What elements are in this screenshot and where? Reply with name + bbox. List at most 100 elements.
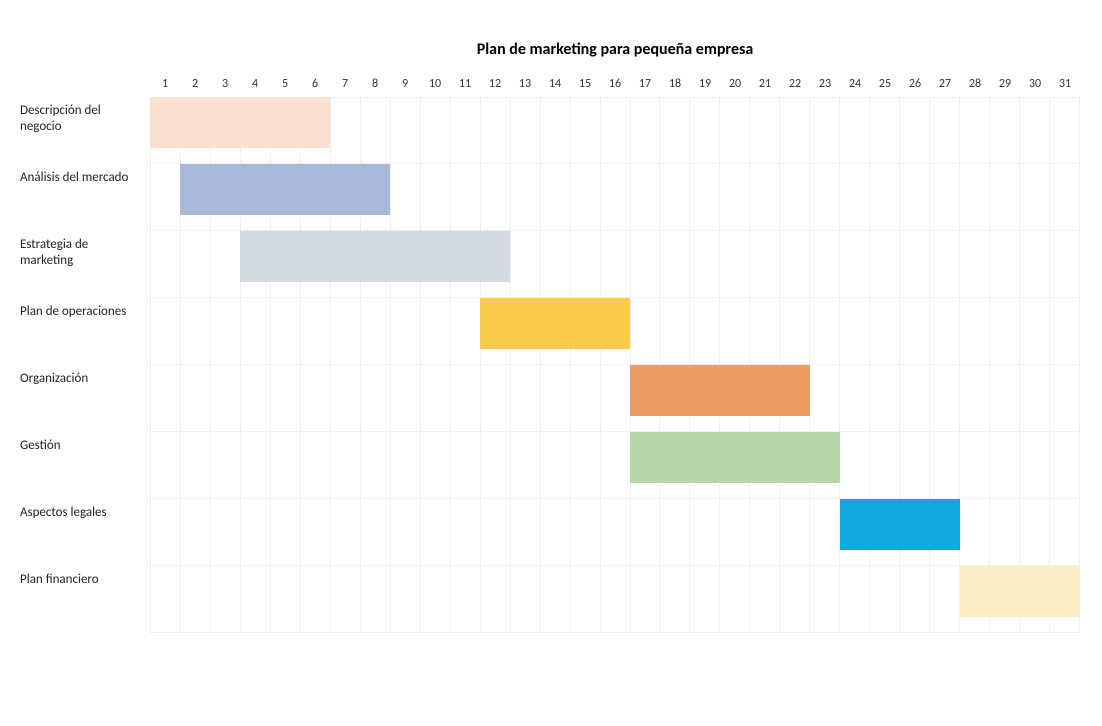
- day-label: 19: [690, 77, 720, 91]
- grid-cell: [780, 499, 810, 566]
- task-bar: [630, 432, 840, 483]
- grid-cell: [750, 298, 780, 365]
- grid-cell: [720, 298, 750, 365]
- grid-cell: [810, 365, 840, 432]
- grid-cell: [1020, 97, 1050, 164]
- grid-cell: [181, 298, 211, 365]
- task-bar: [150, 97, 330, 148]
- grid-cell: [301, 298, 331, 365]
- grid-cell: [750, 499, 780, 566]
- grid-cell: [1020, 164, 1050, 231]
- grid-cell: [301, 432, 331, 499]
- grid-cell: [150, 231, 181, 298]
- grid-cell: [1050, 231, 1080, 298]
- grid-cell: [990, 298, 1020, 365]
- grid-cell: [990, 499, 1020, 566]
- grid-cell: [451, 432, 481, 499]
- grid-cell: [870, 298, 900, 365]
- grid-cell: [211, 432, 241, 499]
- grid-cell: [930, 97, 960, 164]
- grid-cell: [391, 164, 421, 231]
- grid-cell: [271, 432, 301, 499]
- grid-cell: [331, 432, 361, 499]
- day-label: 14: [540, 77, 570, 91]
- day-label: 15: [570, 77, 600, 91]
- task-label: Plan de operaciones: [20, 298, 150, 365]
- grid-cell: [810, 164, 840, 231]
- day-label: 21: [750, 77, 780, 91]
- grid-cell: [451, 97, 481, 164]
- grid-cell: [1020, 231, 1050, 298]
- grid-cell: [840, 164, 870, 231]
- grid-cell: [960, 231, 990, 298]
- grid-cell: [690, 97, 720, 164]
- grid-cell: [150, 432, 181, 499]
- day-label: 8: [360, 77, 390, 91]
- grid-cell: [451, 566, 481, 633]
- gantt-chart: Plan de marketing para pequeña empresa 1…: [20, 40, 1080, 633]
- grid-cell: [720, 97, 750, 164]
- chart-title: Plan de marketing para pequeña empresa: [150, 40, 1080, 59]
- grid-cell: [1050, 97, 1080, 164]
- grid-cell: [571, 164, 601, 231]
- task-row: Análisis del mercado: [20, 164, 1080, 231]
- grid-cell: [421, 432, 451, 499]
- grid-cell: [780, 298, 810, 365]
- task-bar: [840, 499, 960, 550]
- grid-cell: [870, 97, 900, 164]
- grid-cell: [150, 365, 181, 432]
- grid-cell: [181, 499, 211, 566]
- grid-cell: [451, 164, 481, 231]
- grid-cell: [750, 231, 780, 298]
- grid-cell: [900, 164, 930, 231]
- day-label: 16: [600, 77, 630, 91]
- grid-cell: [1020, 365, 1050, 432]
- grid-cell: [451, 499, 481, 566]
- day-label: 3: [210, 77, 240, 91]
- grid-cell: [750, 97, 780, 164]
- grid-cell: [810, 298, 840, 365]
- grid-cell: [990, 97, 1020, 164]
- grid-cell: [150, 499, 181, 566]
- grid-cell: [361, 566, 391, 633]
- grid-cell: [211, 499, 241, 566]
- grid-cell: [241, 365, 271, 432]
- grid-cell: [391, 566, 421, 633]
- grid-cell: [631, 499, 661, 566]
- grid-cell: [660, 164, 690, 231]
- grid-cell: [810, 97, 840, 164]
- grid-cell: [451, 298, 481, 365]
- grid-cell: [481, 499, 511, 566]
- grid-cell: [181, 231, 211, 298]
- grid-cell: [1020, 432, 1050, 499]
- grid-cell: [481, 566, 511, 633]
- grid-cell: [391, 97, 421, 164]
- day-label: 7: [330, 77, 360, 91]
- grid-cell: [631, 566, 661, 633]
- task-grid: [150, 231, 1080, 298]
- day-label: 11: [450, 77, 480, 91]
- grid-cell: [511, 231, 541, 298]
- grid-cell: [690, 298, 720, 365]
- grid-cell: [181, 566, 211, 633]
- grid-cell: [361, 97, 391, 164]
- task-grid: [150, 566, 1080, 633]
- grid-cell: [870, 231, 900, 298]
- grid-cell: [900, 231, 930, 298]
- grid-cell: [631, 231, 661, 298]
- task-label: Plan financiero: [20, 566, 150, 633]
- grid-cell: [150, 298, 181, 365]
- grid-cell: [930, 566, 960, 633]
- grid-cell: [601, 231, 631, 298]
- grid-cell: [421, 164, 451, 231]
- grid-cell: [930, 164, 960, 231]
- task-row: Plan de operaciones: [20, 298, 1080, 365]
- grid-cell: [840, 231, 870, 298]
- grid-cell: [930, 432, 960, 499]
- grid-cell: [601, 566, 631, 633]
- grid-cell: [720, 566, 750, 633]
- day-labels-row: 1234567891011121314151617181920212223242…: [150, 77, 1080, 91]
- task-grid: [150, 432, 1080, 499]
- grid-cell: [1050, 365, 1080, 432]
- grid-cell: [331, 365, 361, 432]
